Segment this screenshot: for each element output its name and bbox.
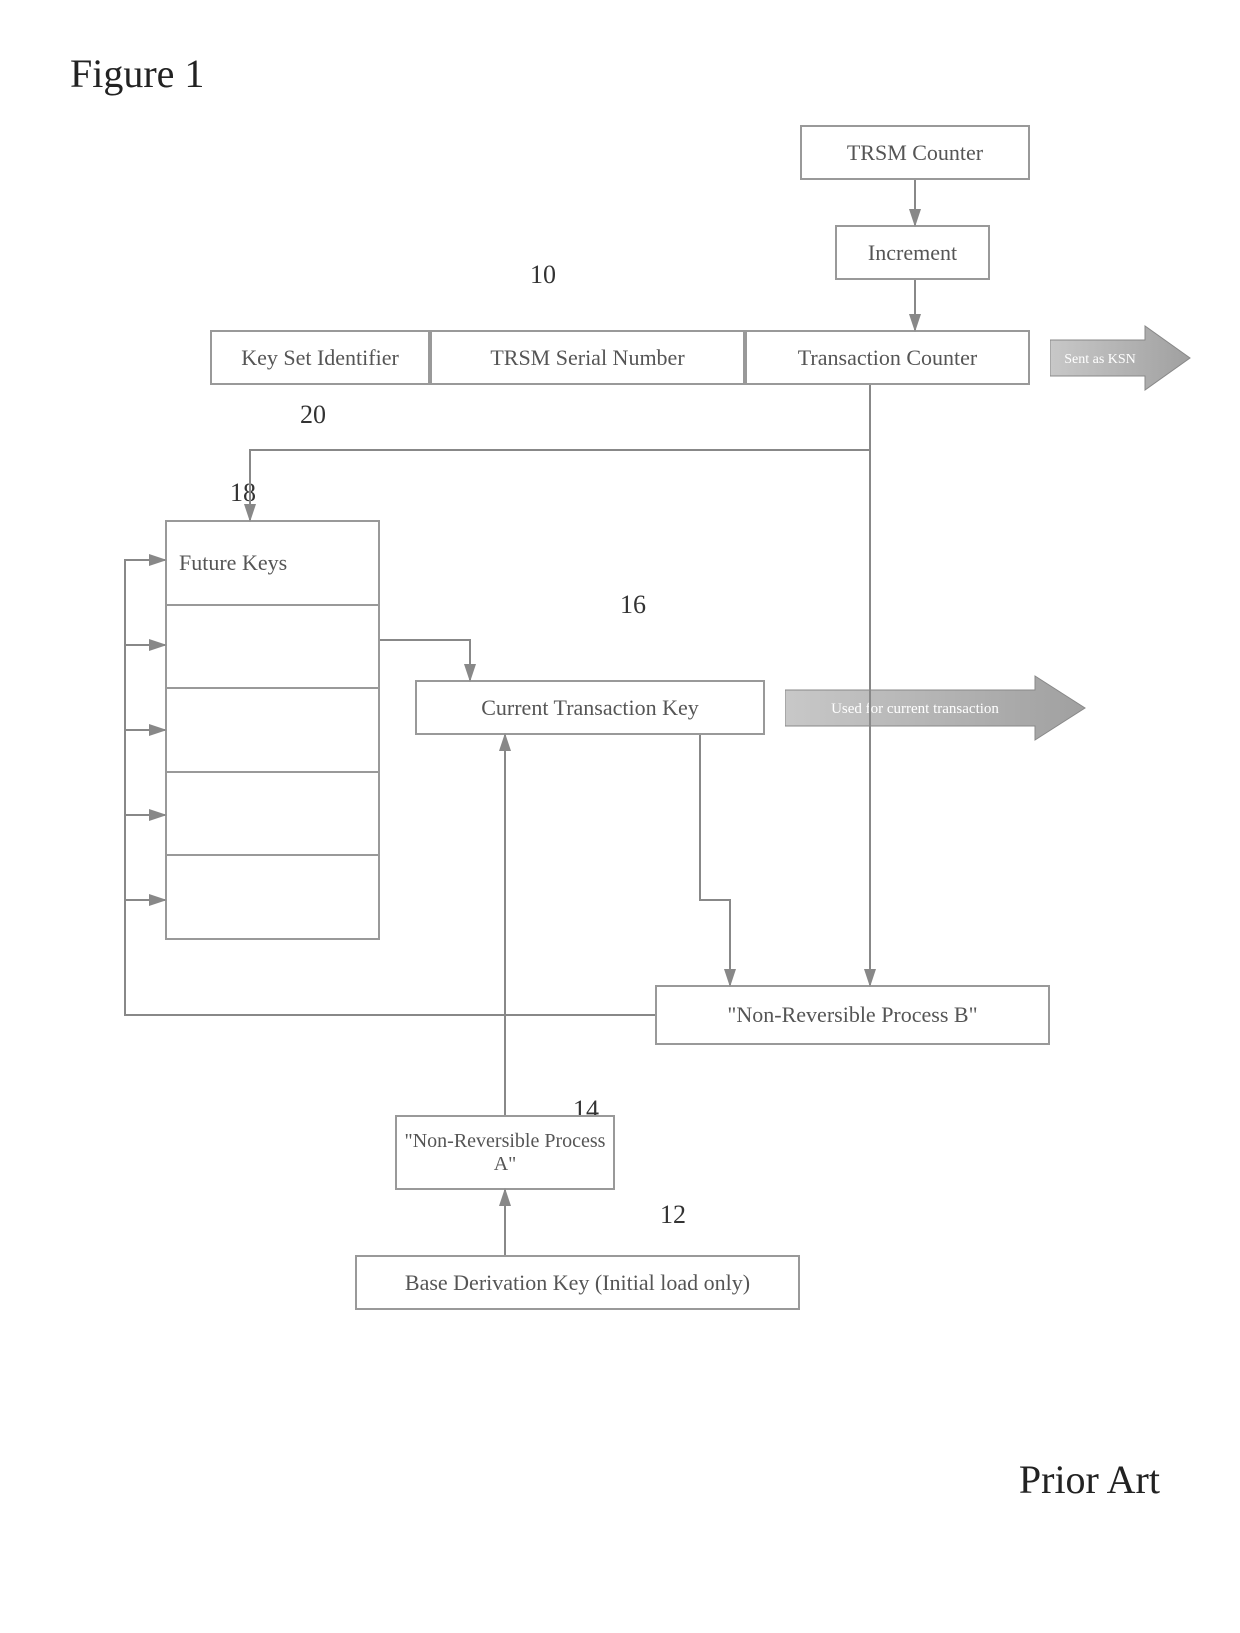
future-keys-rows: Future Keys — [167, 522, 378, 938]
arrow-currentkey-to-procb — [700, 735, 730, 985]
arrow-futurekeys-to-currentkey — [380, 640, 470, 680]
ref-18: 18 — [230, 478, 256, 508]
key-set-identifier-label: Key Set Identifier — [241, 345, 399, 371]
process-b-label: "Non-Reversible Process B" — [727, 1002, 977, 1028]
trsm-serial-box: TRSM Serial Number — [430, 330, 745, 385]
used-for-tx-arrow: Used for current transaction — [785, 668, 1095, 753]
future-keys-header: Future Keys — [167, 522, 378, 604]
current-tx-key-label: Current Transaction Key — [481, 695, 699, 721]
transaction-counter-box: Transaction Counter — [745, 330, 1030, 385]
future-keys-row — [167, 687, 378, 771]
arrow-txcounter-to-futurekeys — [250, 385, 870, 520]
current-tx-key-box: Current Transaction Key — [415, 680, 765, 735]
figure-title: Figure 1 — [70, 50, 204, 97]
process-a-box: "Non-Reversible Process A" — [395, 1115, 615, 1190]
key-set-identifier-box: Key Set Identifier — [210, 330, 430, 385]
future-keys-label: Future Keys — [179, 550, 287, 576]
ref-12: 12 — [660, 1200, 686, 1230]
future-keys-row — [167, 604, 378, 688]
bdk-box: Base Derivation Key (Initial load only) — [355, 1255, 800, 1310]
increment-label: Increment — [868, 240, 957, 266]
prior-art-label: Prior Art — [1019, 1456, 1160, 1503]
process-a-label: "Non-Reversible Process A" — [397, 1130, 613, 1176]
sent-as-ksn-arrow: Sent as KSN — [1050, 318, 1200, 403]
process-b-box: "Non-Reversible Process B" — [655, 985, 1050, 1045]
used-for-tx-text: Used for current transaction — [831, 701, 999, 717]
transaction-counter-label: Transaction Counter — [798, 345, 977, 371]
bdk-label: Base Derivation Key (Initial load only) — [405, 1270, 750, 1296]
trsm-counter-label: TRSM Counter — [847, 140, 983, 166]
future-keys-row — [167, 854, 378, 938]
future-keys-row — [167, 771, 378, 855]
future-keys-box: Future Keys — [165, 520, 380, 940]
trsm-counter-box: TRSM Counter — [800, 125, 1030, 180]
ref-16: 16 — [620, 590, 646, 620]
trsm-serial-label: TRSM Serial Number — [490, 345, 684, 371]
ref-10: 10 — [530, 260, 556, 290]
sent-as-ksn-text: Sent as KSN — [1064, 352, 1136, 367]
ref-20: 20 — [300, 400, 326, 430]
increment-box: Increment — [835, 225, 990, 280]
